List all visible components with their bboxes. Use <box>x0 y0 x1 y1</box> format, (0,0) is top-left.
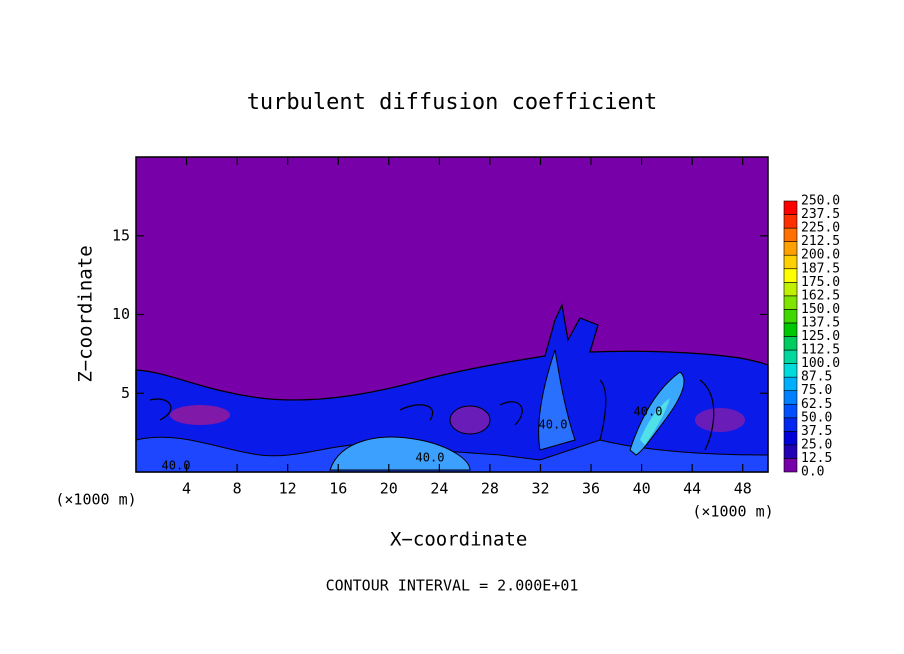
x-axis-label: X−coordinate <box>390 529 527 551</box>
colorbar-label: 200.0 <box>801 248 840 263</box>
x-unit-label: (×1000 m) <box>692 503 773 521</box>
x-tick-label: 32 <box>531 480 549 498</box>
colorbar-bin <box>783 295 798 310</box>
colorbar-bin <box>783 268 798 283</box>
contour-label: 40.0 <box>634 405 663 419</box>
contour-label: 40.0 <box>539 418 568 432</box>
colorbar-bin <box>783 390 798 405</box>
field-region <box>538 349 576 451</box>
colorbar-bin <box>783 241 798 256</box>
colorbar-label: 25.0 <box>801 437 832 452</box>
colorbar-label: 112.5 <box>801 343 840 358</box>
field <box>135 157 769 473</box>
field-region <box>640 398 670 445</box>
colorbar-label: 237.5 <box>801 207 840 222</box>
y-unit-label: (×1000 m) <box>55 491 136 509</box>
x-tick-label: 20 <box>380 480 398 498</box>
colorbar-bin <box>783 349 798 364</box>
colorbar-label: 212.5 <box>801 234 840 249</box>
x-tick-label: 16 <box>329 480 347 498</box>
field-region <box>695 408 745 432</box>
colorbar-label: 87.5 <box>801 370 832 385</box>
colorbar-bin <box>783 336 798 351</box>
colorbar-label: 175.0 <box>801 275 840 290</box>
contour-line <box>149 379 715 451</box>
colorbar-bin <box>783 431 798 446</box>
field-region <box>449 405 491 435</box>
field-region <box>329 436 471 471</box>
colorbar-bin <box>783 254 798 270</box>
field-region <box>170 405 230 425</box>
x-tick-label: 40 <box>633 480 651 498</box>
footer-note: CONTOUR INTERVAL = 2.000E+01 <box>326 577 579 595</box>
colorbar-label: 225.0 <box>801 221 840 236</box>
colorbar-label: 50.0 <box>801 410 832 425</box>
x-tick-label: 4 <box>182 480 191 498</box>
x-tick-label: 44 <box>683 480 701 498</box>
colorbar-label: 137.5 <box>801 315 840 330</box>
colorbar-bin <box>783 417 798 432</box>
x-tick-label: 12 <box>279 480 297 498</box>
colorbar-label: 187.5 <box>801 261 840 276</box>
colorbar-bin <box>783 322 798 337</box>
colorbar-bin <box>783 309 798 324</box>
x-tick-label: 48 <box>734 480 752 498</box>
colorbar-bin <box>783 403 798 419</box>
colorbar-label: 75.0 <box>801 383 832 398</box>
x-tick-label: 28 <box>481 480 499 498</box>
colorbar-label: 150.0 <box>801 302 840 317</box>
colorbar-bin <box>783 200 798 215</box>
colorbar-label: 125.0 <box>801 329 840 344</box>
colorbar-bin <box>783 444 798 459</box>
colorbar-bin <box>783 458 798 473</box>
chart-title: turbulent diffusion coefficient <box>247 90 658 115</box>
y-tick-label: 5 <box>121 384 130 402</box>
colorbar-label: 12.5 <box>801 451 832 466</box>
colorbar-label: 162.5 <box>801 288 840 303</box>
colorbar-label: 62.5 <box>801 397 832 412</box>
colorbar-bin <box>783 376 798 391</box>
colorbar-bin <box>783 363 798 378</box>
colorbar-bin <box>783 214 798 229</box>
colorbar-label: 100.0 <box>801 356 840 371</box>
y-tick-label: 10 <box>112 305 130 323</box>
contour-label: 40.0 <box>162 459 191 473</box>
colorbar-bin <box>783 227 798 242</box>
colorbar-label: 37.5 <box>801 424 832 439</box>
colorbar-bin <box>783 281 798 297</box>
contour-label: 40.0 <box>416 451 445 465</box>
x-tick-label: 36 <box>582 480 600 498</box>
y-tick-label: 15 <box>112 226 130 244</box>
colorbar-label: 0.0 <box>801 465 824 480</box>
y-axis-label: Z−coordinate <box>75 245 97 382</box>
x-tick-label: 8 <box>233 480 242 498</box>
colorbar-label: 250.0 <box>801 194 840 209</box>
x-tick-label: 24 <box>430 480 448 498</box>
field-region <box>135 303 769 473</box>
